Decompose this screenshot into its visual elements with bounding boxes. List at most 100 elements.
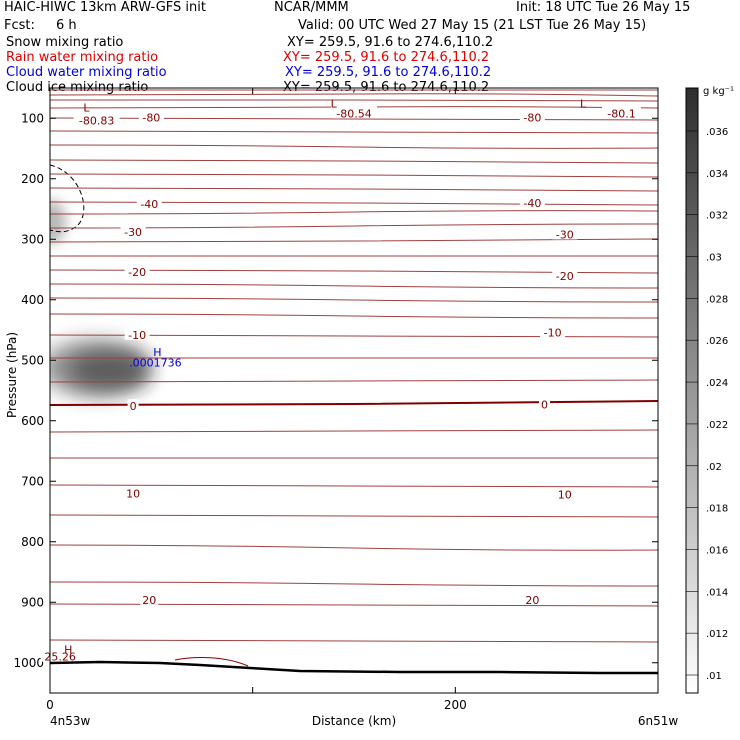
- contour-label-bg: [120, 224, 146, 237]
- contour-label: 10: [558, 489, 572, 502]
- temperature-contour-line: [49, 514, 659, 518]
- colorbar-unit: g kg⁻¹: [703, 86, 734, 97]
- temperature-contour-line: [49, 544, 659, 551]
- temperature-contour-line: [49, 581, 659, 587]
- forecast-label: Fcst:: [4, 18, 35, 33]
- contour-label: -80.54: [336, 107, 371, 120]
- contour-label: -40: [140, 198, 158, 211]
- contour-label: -30: [124, 226, 142, 239]
- contour-label-bg: [552, 269, 578, 282]
- contour-label-bg: [124, 327, 150, 340]
- y-tick-label: 200: [21, 172, 44, 186]
- extrema-labels: L L LHH.0001736: [64, 98, 587, 657]
- x-axis-label: Distance (km): [312, 714, 396, 728]
- contour-label-bg: [519, 195, 545, 208]
- colorbar-label: .018: [706, 504, 728, 515]
- field-name-rain: Rain water mixing ratio: [6, 50, 159, 65]
- y-tick-label: 600: [21, 414, 44, 428]
- temperature-contour-line: [49, 159, 659, 164]
- extremum-label: H: [153, 346, 161, 359]
- contour-label: 20: [525, 594, 539, 607]
- extremum-label: .0001736: [129, 357, 182, 370]
- contour-label-bg: [140, 592, 159, 605]
- temperature-contour-line: [49, 484, 659, 488]
- contour-label-bg: [138, 110, 164, 123]
- chart-title: HAIC-HIWC 13km ARW-GFS init: [4, 0, 206, 15]
- colorbar-labels: .036 .034 .032 .03 .028 .026 .024 .022 .02 .018 .0…: [686, 127, 728, 682]
- contour-label-bg: [519, 110, 545, 123]
- x-tick-label: 0: [46, 698, 54, 712]
- rain-contour: [174, 657, 249, 667]
- contour-label: -30: [556, 228, 574, 241]
- extremum-label: L: [83, 101, 90, 114]
- contour-label: -80.83: [79, 115, 114, 128]
- temperature-contour-line: [49, 283, 659, 289]
- org-label: NCAR/MMM: [274, 0, 349, 15]
- colorbar-label: .026: [706, 336, 728, 347]
- forecast-value: 6 h: [56, 18, 77, 33]
- colorbar-label: .034: [706, 169, 728, 180]
- temperature-contour-line: [49, 223, 659, 229]
- extremum-label: L: [580, 98, 587, 111]
- x-start-label: 4n53w: [50, 714, 91, 728]
- contour-label-bg: [136, 197, 162, 210]
- colorbar-label: .03: [706, 253, 722, 264]
- contour-label: 10: [126, 487, 140, 500]
- y-tick-label: 1000: [13, 656, 44, 670]
- field-name-cloud-water: Cloud water mixing ratio: [6, 65, 167, 80]
- y-tick-label: 700: [21, 474, 44, 488]
- temperature-contour-line: [49, 238, 659, 243]
- temperature-contour-labels: -80.83 -80 -80.54 -80 -80.1 -40 -40 -30 -30 -20 -2…: [40, 106, 642, 664]
- contour-label: 0: [541, 398, 548, 411]
- temperature-contour-line: [49, 187, 659, 192]
- y-axis-label: Pressure (hPa): [5, 332, 19, 418]
- y-tick-label: 300: [21, 232, 44, 246]
- temperature-contour-line: [49, 173, 659, 178]
- cloud-ice-dashed-contour: [50, 164, 85, 233]
- temperature-contour-line: [49, 400, 659, 406]
- y-tick-label: 100: [21, 111, 44, 125]
- y-tick-label: 900: [21, 595, 44, 609]
- colorbar-label: .016: [706, 545, 728, 556]
- x-end-label: 6n51w: [638, 714, 679, 728]
- colorbar-label: .022: [706, 420, 728, 431]
- contour-label: -10: [544, 326, 562, 339]
- contour-label-bg: [539, 397, 551, 410]
- temperature-contour-line: [49, 379, 659, 383]
- init-time: Init: 18 UTC Tue 26 May 15: [516, 0, 691, 15]
- colorbar-label: .012: [706, 629, 728, 640]
- extremum-label: L: [331, 98, 338, 111]
- contour-label-bg: [602, 106, 642, 119]
- contour-label-bg: [124, 486, 143, 499]
- contour-label-bg: [124, 264, 150, 277]
- contour-label: 25.26: [44, 651, 76, 664]
- temperature-contour-line: [49, 210, 659, 215]
- contour-label-bg: [540, 325, 566, 338]
- x-tick-label: 200: [444, 698, 467, 712]
- contour-label: -20: [128, 266, 146, 279]
- temperature-contour-line: [49, 313, 659, 319]
- temperature-contour-line: [49, 429, 659, 433]
- colorbar-label: .024: [706, 378, 728, 389]
- temperature-contour-line: [49, 93, 659, 97]
- colorbar-label: .014: [706, 587, 728, 598]
- valid-time: Valid: 00 UTC Wed 27 May 15 (21 LST Tue …: [298, 18, 647, 33]
- contour-label: -20: [556, 270, 574, 283]
- temperature-contour-line: [49, 639, 659, 643]
- contour-label-bg: [523, 592, 542, 605]
- field-xy-rain: XY= 259.5, 91.6 to 274.6,110.2: [283, 50, 490, 65]
- contour-label-bg: [552, 227, 578, 240]
- contour-label: -80.1: [607, 107, 635, 120]
- field-name-snow: Snow mixing ratio: [6, 35, 124, 50]
- temperature-contour-line: [49, 297, 659, 303]
- field-xy-snow: XY= 259.5, 91.6 to 274.6,110.2: [287, 35, 494, 50]
- extremum-label: H: [64, 643, 72, 656]
- contour-label-bg: [127, 399, 139, 412]
- temperature-contour-line: [50, 99, 659, 102]
- temperature-contour-line: [49, 144, 659, 149]
- colorbar-label: .032: [706, 211, 728, 222]
- contour-label-bg: [73, 113, 120, 126]
- field-xy-cloud-water: XY= 259.5, 91.6 to 274.6,110.2: [285, 65, 492, 80]
